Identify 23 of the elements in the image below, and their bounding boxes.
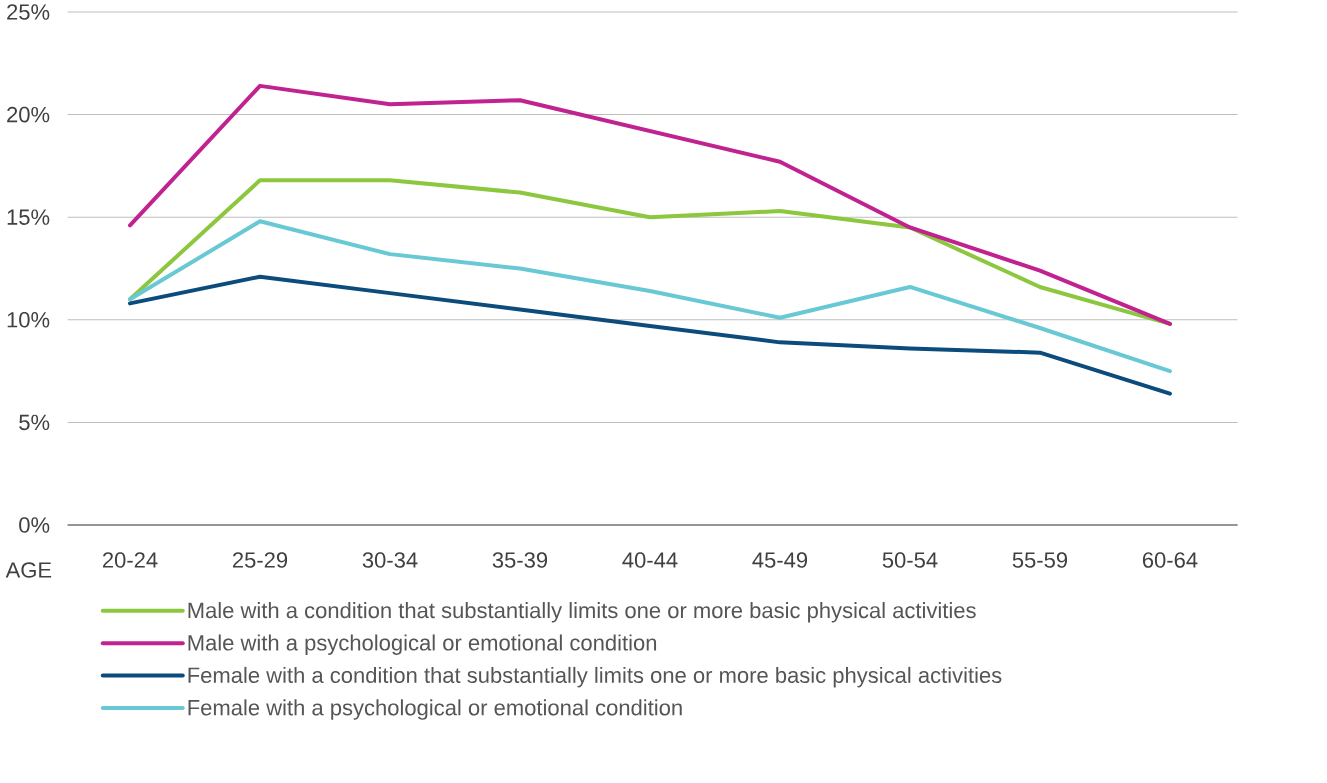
x-tick-label: 45-49: [752, 552, 808, 568]
x-tick-label: 30-34: [362, 552, 418, 568]
x-tick-label: 25-29: [232, 552, 288, 568]
legend-label: Female with a condition that substantially limits one or more basic physical activities: [188, 666, 1002, 688]
line-series: [128, 274, 1172, 396]
y-tick-label: 20%: [7, 106, 50, 123]
x-tick-label: 60-64: [1142, 552, 1198, 568]
y-tick-label: 5%: [19, 414, 50, 431]
x-tick-label: 55-59: [1012, 552, 1068, 568]
x-tick-label: 50-54: [882, 552, 938, 568]
y-tick-label: 25%: [7, 4, 50, 20]
legend-label: Male with a condition that substantially limits one or more basic physical activities: [188, 602, 976, 623]
x-axis-title: AGE: [5, 562, 52, 578]
x-tick-label: 20-24: [102, 552, 158, 568]
legend-label: Female with a psychological or emotional condition: [188, 699, 682, 720]
line-series: [128, 219, 1172, 374]
x-tick-label: 35-39: [492, 552, 548, 568]
y-tick-label: 10%: [7, 312, 50, 328]
x-tick-label: 40-44: [622, 552, 678, 568]
y-tick-label: 0%: [19, 517, 50, 533]
legend-label: Male with a psychological or emotional condition: [188, 634, 657, 655]
line-series: [128, 178, 1172, 326]
y-tick-label: 15%: [7, 209, 50, 225]
